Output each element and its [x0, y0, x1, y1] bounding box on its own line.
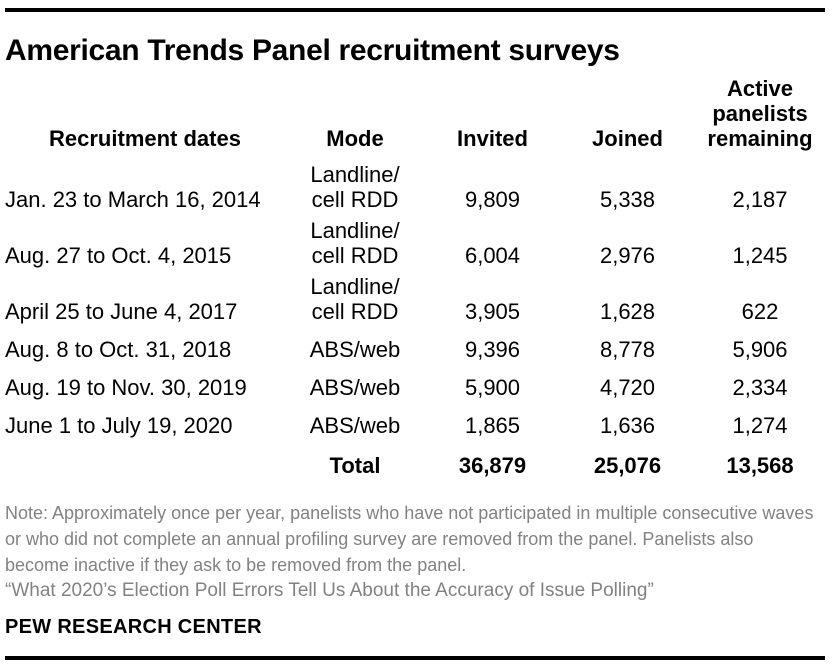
cell-date: April 25 to June 4, 2017	[5, 299, 238, 324]
column-header-recruitment-dates: Recruitment dates	[49, 126, 241, 151]
column-header-mode: Mode	[326, 126, 384, 151]
table-row: Aug. 27 to Oct. 4, 2015 Landline/ cell R…	[5, 212, 825, 268]
table-row: June 1 to July 19, 2020 ABS/web 1,865 1,…	[5, 400, 825, 438]
cell-joined: 5,338	[599, 187, 656, 212]
table-row: Jan. 23 to March 16, 2014 Landline/ cell…	[5, 156, 825, 212]
cell-mode: ABS/web	[309, 337, 401, 362]
pew-research-center-branding: PEW RESEARCH CENTER	[5, 616, 262, 638]
cell-invited: 1,865	[464, 413, 521, 438]
cell-date: Aug. 8 to Oct. 31, 2018	[5, 337, 232, 362]
cell-invited: 3,905	[464, 299, 521, 324]
cell-joined: 4,720	[599, 375, 656, 400]
cell-total-remaining: 13,568	[726, 453, 794, 478]
cell-mode: ABS/web	[309, 375, 401, 400]
cell-joined: 2,976	[599, 243, 656, 268]
cell-remaining: 1,274	[732, 413, 788, 438]
cell-remaining: 2,187	[732, 187, 788, 212]
cell-mode: Landline/ cell RDD	[310, 162, 400, 212]
page-title: American Trends Panel recruitment survey…	[5, 34, 620, 67]
column-header-joined: Joined	[592, 126, 663, 151]
cell-mode: Landline/ cell RDD	[310, 218, 400, 268]
bottom-rule	[5, 656, 825, 660]
cell-remaining: 1,245	[732, 243, 788, 268]
cell-total-joined: 25,076	[593, 453, 662, 478]
footnote-text: Note: Approximately once per year, panel…	[5, 503, 814, 575]
cell-joined: 8,778	[599, 337, 656, 362]
cell-invited: 9,396	[464, 337, 521, 362]
cell-date-empty	[5, 438, 285, 478]
cell-mode: Landline/ cell RDD	[310, 274, 400, 324]
cell-joined: 1,636	[599, 413, 656, 438]
table-row: April 25 to June 4, 2017 Landline/ cell …	[5, 268, 825, 324]
cell-date: Aug. 19 to Nov. 30, 2019	[5, 375, 247, 400]
cell-total-invited: 36,879	[458, 453, 527, 478]
cell-date: June 1 to July 19, 2020	[5, 413, 233, 438]
column-header-invited: Invited	[457, 126, 528, 151]
cell-date: Jan. 23 to March 16, 2014	[5, 187, 261, 212]
cell-total-label: Total	[329, 453, 381, 478]
table-row: Aug. 8 to Oct. 31, 2018 ABS/web 9,396 8,…	[5, 324, 825, 362]
cell-invited: 5,900	[464, 375, 521, 400]
source-citation: “What 2020’s Election Poll Errors Tell U…	[5, 580, 654, 601]
cell-date: Aug. 27 to Oct. 4, 2015	[5, 243, 232, 268]
table-header-row: Recruitment dates Mode Invited Joined Ac…	[5, 76, 825, 156]
cell-joined: 1,628	[599, 299, 656, 324]
cell-remaining: 2,334	[732, 375, 788, 400]
pew-figure: American Trends Panel recruitment survey…	[5, 8, 825, 660]
recruitment-table: Recruitment dates Mode Invited Joined Ac…	[5, 76, 825, 478]
cell-invited: 9,809	[464, 187, 521, 212]
cell-remaining: 5,906	[732, 337, 788, 362]
cell-invited: 6,004	[464, 243, 521, 268]
cell-remaining: 622	[741, 299, 779, 324]
table-total-row: Total 36,879 25,076 13,568	[5, 438, 825, 478]
top-rule	[5, 8, 825, 12]
cell-mode: ABS/web	[309, 413, 401, 438]
table-row: Aug. 19 to Nov. 30, 2019 ABS/web 5,900 4…	[5, 362, 825, 400]
column-header-active-panelists-remaining: Active panelists remaining	[707, 76, 813, 151]
